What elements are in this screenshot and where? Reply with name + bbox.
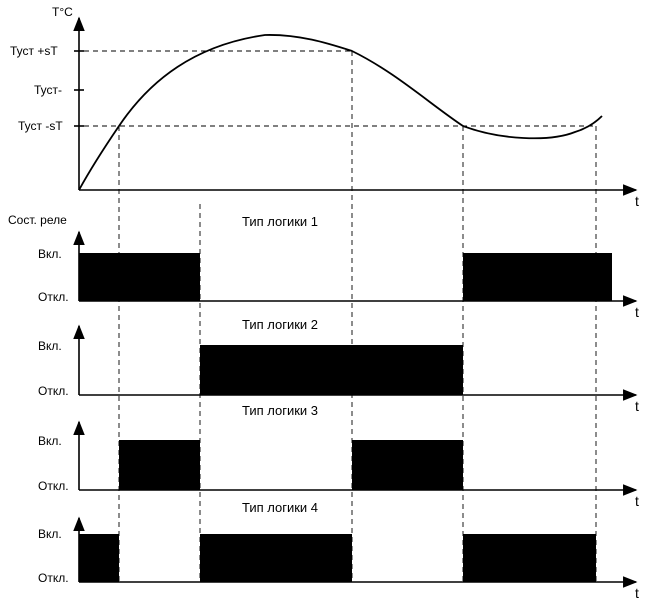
switching-guides <box>118 51 597 582</box>
logic-4-on-label: Вкл. <box>38 527 62 541</box>
temperature-chart: T°C t Туст +sT Туст- Туст -sT <box>10 5 639 209</box>
logic-type-2-panel: Тип логики 2 Вкл. Откл. t <box>38 317 639 414</box>
logic-4-on-pulse <box>200 534 352 582</box>
logic-3-on-pulse <box>119 440 200 490</box>
logic-4-time-label: t <box>635 585 639 601</box>
logic-type-3-title: Тип логики 3 <box>242 403 318 418</box>
temperature-curve <box>78 34 603 191</box>
logic-1-on-pulse <box>463 253 612 301</box>
logic-2-time-label: t <box>635 398 639 414</box>
logic-type-2-title: Тип логики 2 <box>242 317 318 332</box>
logic-3-on-pulse <box>352 440 463 490</box>
time-axis-label: t <box>635 193 639 209</box>
level-setpoint-label: Туст- <box>34 83 62 97</box>
logic-type-1-panel: Сост. реле Тип логики 1 Вкл. Откл. t <box>8 213 639 320</box>
logic-type-4-panel: Тип логики 4 Вкл. Откл. t <box>38 500 639 601</box>
logic-3-off-label: Откл. <box>38 479 69 493</box>
logic-3-time-label: t <box>635 493 639 509</box>
logic-4-on-pulse <box>79 534 119 582</box>
temperature-axis-label: T°C <box>52 5 73 19</box>
logic-1-on-pulse <box>79 253 200 301</box>
level-lower-label: Туст -sT <box>18 119 63 133</box>
logic-3-on-label: Вкл. <box>38 434 62 448</box>
logic-type-3-panel: Тип логики 3 Вкл. Откл. t <box>38 403 639 509</box>
logic-4-off-label: Откл. <box>38 571 69 585</box>
logic-2-on-label: Вкл. <box>38 339 62 353</box>
logic-2-off-label: Откл. <box>38 384 69 398</box>
logic-1-off-label: Откл. <box>38 290 69 304</box>
logic-type-4-title: Тип логики 4 <box>242 500 318 515</box>
logic-1-on-label: Вкл. <box>38 247 62 261</box>
logic-1-time-label: t <box>635 304 639 320</box>
logic-2-on-pulse <box>200 345 463 395</box>
logic-type-1-title: Тип логики 1 <box>242 214 318 229</box>
logic-4-on-pulse <box>463 534 596 582</box>
level-upper-label: Туст +sT <box>10 44 58 58</box>
relay-state-label: Сост. реле <box>8 213 67 227</box>
